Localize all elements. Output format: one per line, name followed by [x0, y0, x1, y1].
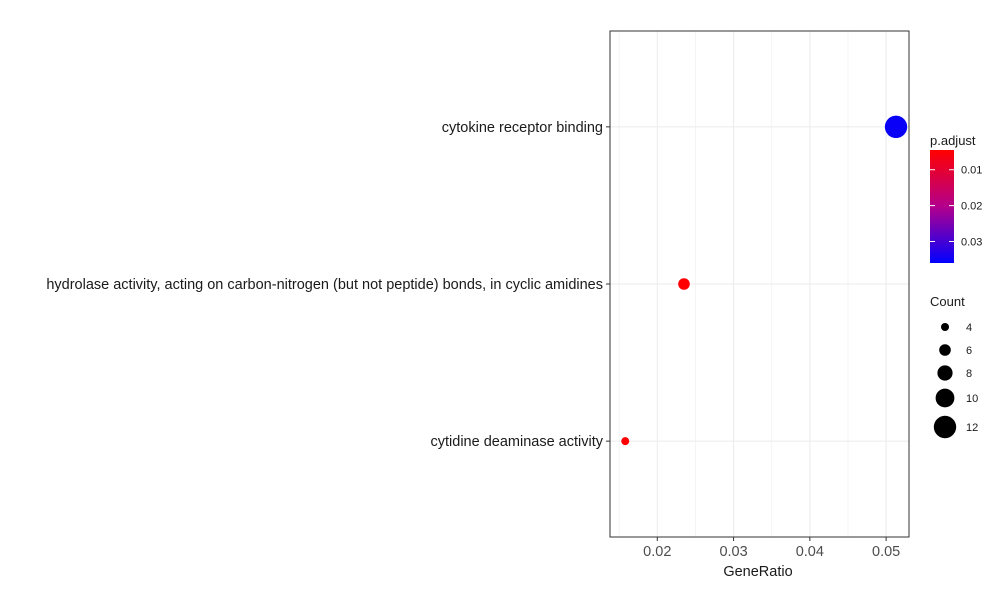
x-tick-label: 0.03 — [719, 544, 747, 560]
y-axis: cytokine receptor binding hydrolase activ… — [46, 120, 610, 450]
data-point — [884, 115, 908, 139]
y-tick-label: cytokine receptor binding — [442, 120, 603, 136]
size-legend-title: Count — [930, 294, 965, 309]
data-point — [678, 278, 690, 290]
y-tick-label: hydrolase activity, acting on carbon-nit… — [46, 277, 603, 293]
data-point — [621, 437, 630, 446]
color-legend-label: 0.03 — [961, 236, 982, 248]
size-legend-label: 8 — [966, 368, 972, 380]
x-tick-label: 0.05 — [872, 544, 900, 560]
x-axis: GeneRatio 0.02 0.03 0.04 0.05 — [643, 537, 900, 580]
size-legend-dot — [937, 365, 953, 381]
y-tick-label: cytidine deaminase activity — [431, 434, 604, 450]
size-legend-label: 10 — [966, 393, 978, 405]
size-legend-dot — [935, 388, 955, 408]
size-legend-dot — [933, 415, 957, 439]
color-legend-bar — [930, 150, 954, 263]
x-tick-label: 0.04 — [796, 544, 824, 560]
data-points — [621, 115, 908, 446]
x-tick-label: 0.02 — [643, 544, 671, 560]
color-legend-label: 0.02 — [961, 201, 982, 213]
x-axis-title: GeneRatio — [723, 564, 792, 580]
size-legend-label: 6 — [966, 345, 972, 357]
color-legend: p.adjust 0.01 0.02 0.03 — [930, 133, 982, 263]
size-legend-label: 4 — [966, 322, 972, 334]
size-legend: Count 4 6 8 10 12 — [930, 294, 978, 439]
color-legend-title: p.adjust — [930, 133, 976, 148]
size-legend-dot — [941, 323, 949, 331]
size-legend-dot — [939, 344, 951, 356]
grid-lines — [610, 31, 909, 537]
size-legend-label: 12 — [966, 422, 978, 434]
color-legend-label: 0.01 — [961, 165, 982, 177]
